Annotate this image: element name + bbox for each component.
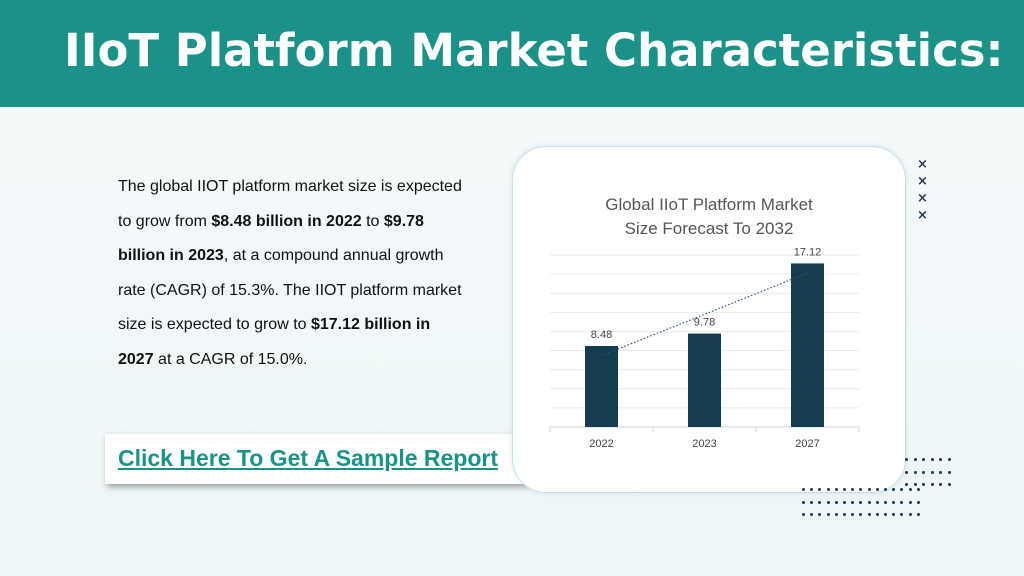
bar-2023 [688,333,721,427]
dot [947,470,951,474]
dot [939,458,942,461]
body-text-segment: The global IIOT platform market size is … [118,178,462,230]
dot [908,500,912,504]
dot [947,483,951,486]
bar-2022 [585,345,618,427]
dot [843,500,846,504]
dot [947,458,951,461]
highlight-figure: $9.78 billion in 2023 [118,212,424,265]
body-text-segment: to [361,212,384,230]
dot [913,458,917,461]
body-text-segment: , at a compound annual growth rate (CAGR… [118,247,462,333]
dot [875,513,879,516]
dot [810,500,814,504]
dot [930,483,934,486]
dot [892,488,896,491]
dot [802,513,805,516]
body-text-segment: at a CAGR of 15.0%. [153,350,308,368]
chart-title: Global IIoT Platform Market Size Forecas… [513,193,905,241]
chart-title-line2: Size Forecast To 2032 [624,219,794,238]
dot [900,513,904,516]
bar-2027 [791,263,824,427]
dot [913,483,917,486]
dot [922,458,925,461]
dot [802,500,805,504]
dot [834,500,838,504]
sample-report-link[interactable]: Click Here To Get A Sample Report [118,445,499,471]
sample-report-box: Click Here To Get A Sample Report [105,434,527,484]
header-bar: IIoT Platform Market Characteristics: [0,0,1024,107]
dot [875,488,879,491]
dot [922,470,925,474]
dot [884,488,887,491]
x-tick-label: 2027 [795,438,819,450]
dot [939,470,942,474]
dot [900,500,904,504]
data-label: 17.12 [794,246,822,258]
dot [892,513,896,516]
dot [916,513,920,516]
highlight-figure: $8.48 billion in 2022 [211,212,362,230]
dot [851,513,855,516]
dot [859,500,863,504]
dot [810,513,814,516]
dot [922,483,925,486]
page-title: IIoT Platform Market Characteristics: [64,24,1004,77]
dot [843,513,846,516]
dot [939,483,942,486]
dot [908,513,912,516]
dot [867,500,871,504]
highlight-figure: $17.12 billion in 2027 [118,316,431,368]
x-tick-label: 2023 [692,438,716,450]
chart-card: Global IIoT Platform Market Size Forecas… [512,146,906,493]
dot [916,500,920,504]
dot [916,488,920,491]
dot [859,513,863,516]
data-label: 8.48 [591,329,612,341]
bar-chart: 8.48 2022 9.78 2023 17.12 2027 [549,246,860,450]
dot [818,500,822,504]
x-mark-icon: × [917,157,928,172]
dot [834,488,838,491]
chart-title-line1: Global IIoT Platform Market [605,195,813,214]
dot [818,488,822,491]
dot [892,500,896,504]
x-tick-label: 2022 [589,438,613,450]
dot [905,483,908,486]
dot [834,513,838,516]
dot [826,500,830,504]
dot [900,488,904,491]
dot [843,488,846,491]
dot [851,500,855,504]
dot [867,488,871,491]
x-mark-icon: × [917,174,928,189]
dot [867,513,871,516]
market-description: The global IIOT platform market size is … [118,170,468,377]
dot [913,470,917,474]
dot [818,513,822,516]
dot [851,488,855,491]
dot [884,513,887,516]
dot [905,470,908,474]
data-label: 9.78 [694,317,715,329]
dot [826,488,830,491]
x-mark-icon: × [917,208,928,223]
dot [802,488,805,491]
dot [908,488,912,491]
dot [930,458,934,461]
dot [826,513,830,516]
dot [905,458,908,461]
dot [810,488,814,491]
dot [884,500,887,504]
x-mark-icon: × [917,191,928,206]
dot [930,470,934,474]
x-marks-decoration: × × × × [917,156,928,224]
dot [875,500,879,504]
dot [859,488,863,491]
